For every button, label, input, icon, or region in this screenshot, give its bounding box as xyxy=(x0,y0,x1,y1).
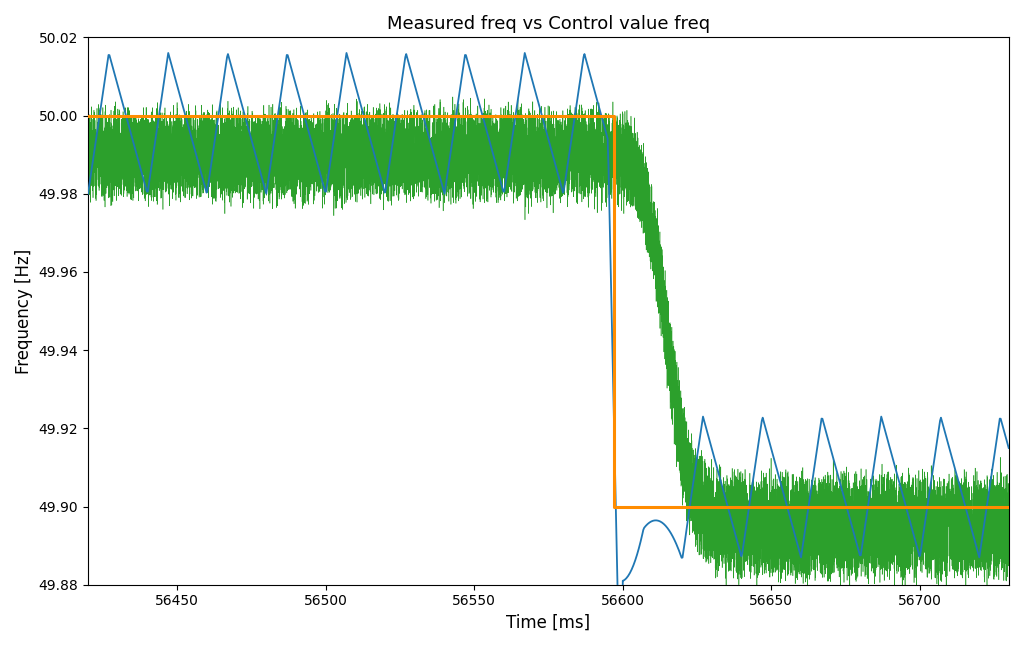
X-axis label: Time [ms]: Time [ms] xyxy=(507,614,591,632)
Title: Measured freq vs Control value freq: Measured freq vs Control value freq xyxy=(387,15,710,33)
Y-axis label: Frequency [Hz]: Frequency [Hz] xyxy=(15,248,33,374)
